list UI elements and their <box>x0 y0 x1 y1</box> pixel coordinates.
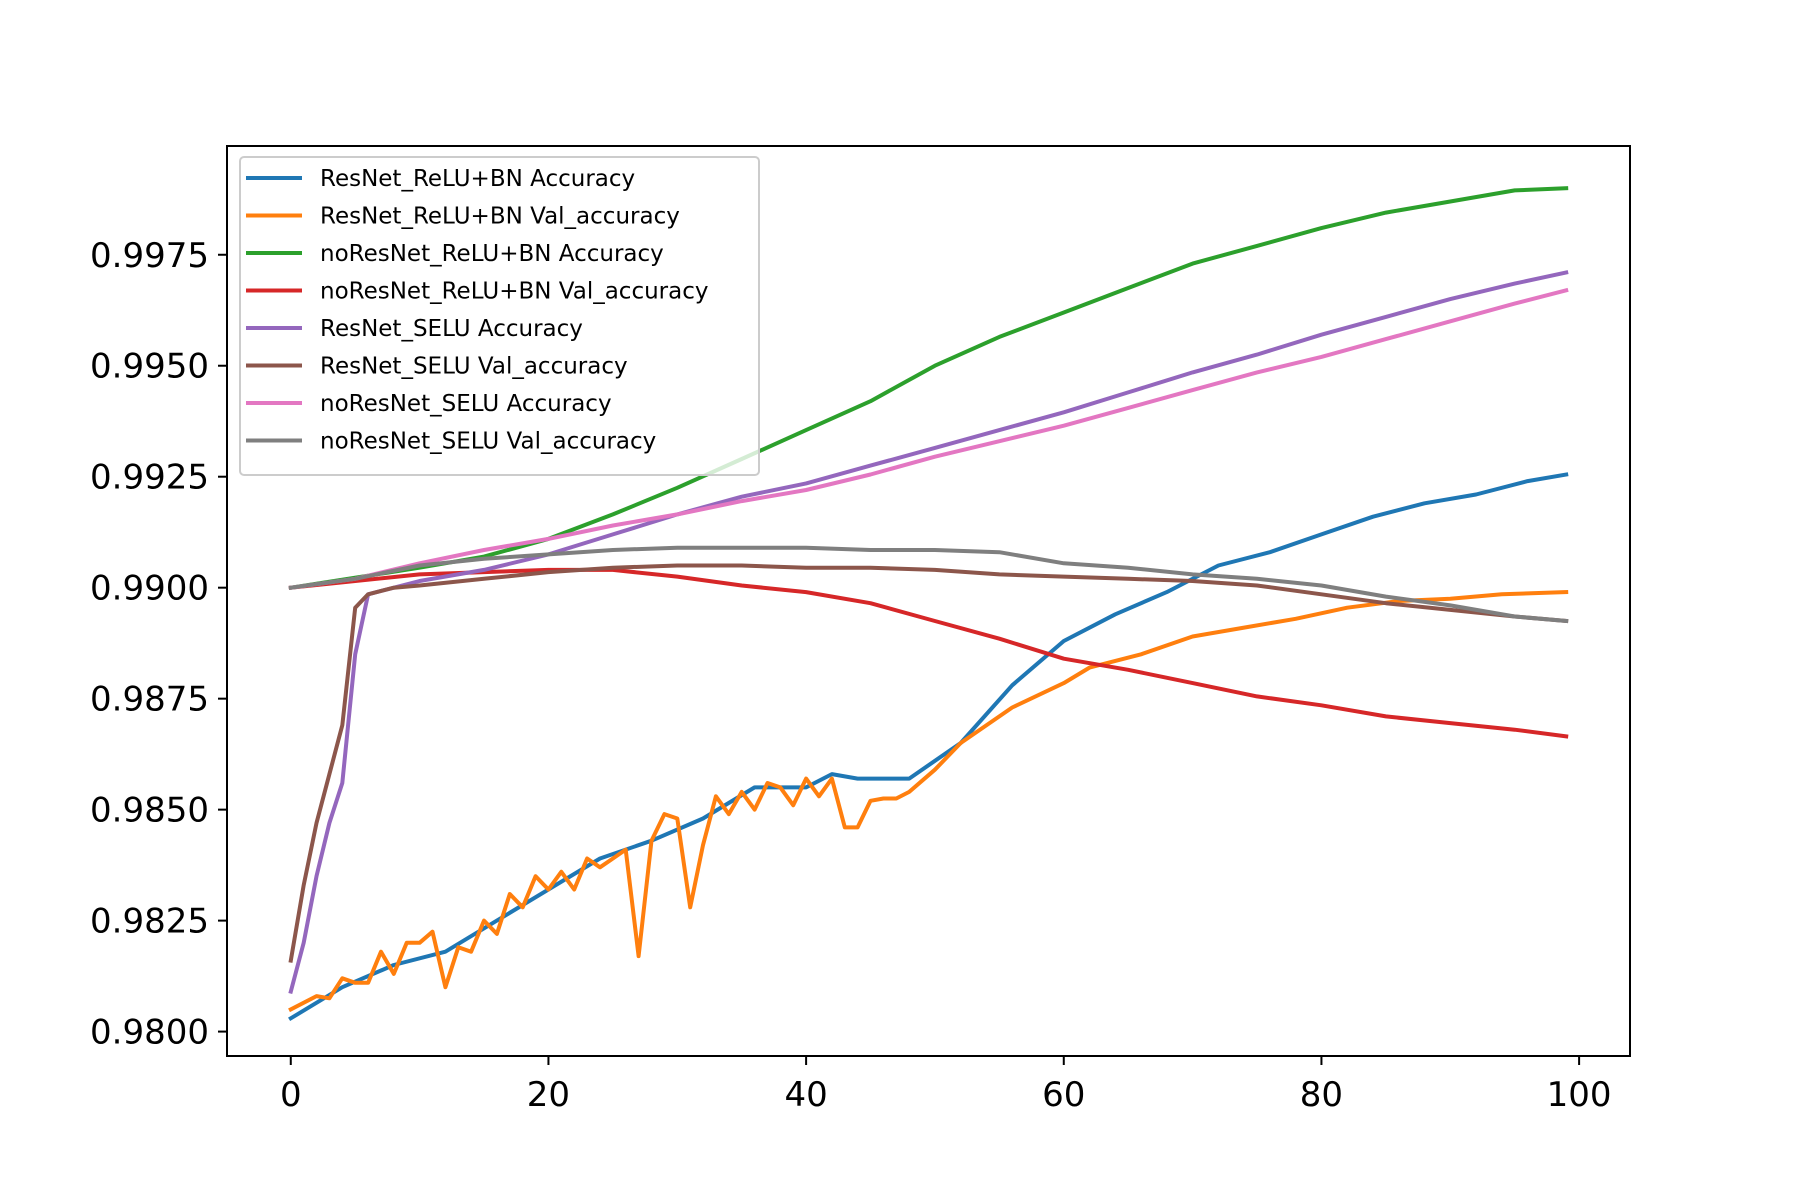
legend-label-0: ResNet_ReLU+BN Accuracy <box>320 166 635 192</box>
y-tick-label-3: 0.9875 <box>90 680 209 720</box>
legend-label-4: ResNet_SELU Accuracy <box>320 316 583 342</box>
y-tick-label-1: 0.9825 <box>90 902 209 942</box>
legend-label-3: noResNet_ReLU+BN Val_accuracy <box>320 279 708 305</box>
legend: ResNet_ReLU+BN Accuracy ResNet_ReLU+BN Va… <box>239 156 760 476</box>
series-line-5 <box>288 563 1569 963</box>
x-tick-label-2: 40 <box>784 1075 827 1115</box>
y-tick-label-4: 0.9900 <box>90 569 209 609</box>
series-line-1 <box>288 590 1569 1013</box>
y-tick-label-0: 0.9800 <box>90 1013 209 1053</box>
series-line-7 <box>288 545 1569 624</box>
legend-box <box>239 156 760 476</box>
y-axis: 0.9800 0.9825 0.9850 0.9875 0.9900 0.9925 0.99… <box>90 236 227 1053</box>
series-layer <box>288 186 1569 1022</box>
series-line-4 <box>288 270 1569 995</box>
x-tick-label-3: 60 <box>1042 1075 1085 1115</box>
x-tick-label-0: 0 <box>280 1075 302 1115</box>
x-axis: 0 20 40 60 80 100 <box>280 1056 1612 1115</box>
y-tick-label-5: 0.9925 <box>90 458 209 498</box>
x-tick-label-5: 100 <box>1547 1075 1612 1115</box>
series-line-0 <box>288 472 1569 1022</box>
plot-frame <box>226 145 1631 1057</box>
legend-label-7: noResNet_SELU Val_accuracy <box>320 429 656 455</box>
x-tick-label-1: 20 <box>527 1075 570 1115</box>
x-tick-label-4: 80 <box>1300 1075 1343 1115</box>
legend-label-2: noResNet_ReLU+BN Accuracy <box>320 241 664 267</box>
series-line-3 <box>288 567 1569 739</box>
series-line-6 <box>288 287 1569 590</box>
y-tick-label-7: 0.9975 <box>90 236 209 276</box>
legend-label-5: ResNet_SELU Val_accuracy <box>320 354 628 380</box>
legend-label-6: noResNet_SELU Accuracy <box>320 391 612 417</box>
y-tick-label-2: 0.9850 <box>90 791 209 831</box>
legend-label-1: ResNet_ReLU+BN Val_accuracy <box>320 204 680 230</box>
y-tick-label-6: 0.9950 <box>90 347 209 387</box>
